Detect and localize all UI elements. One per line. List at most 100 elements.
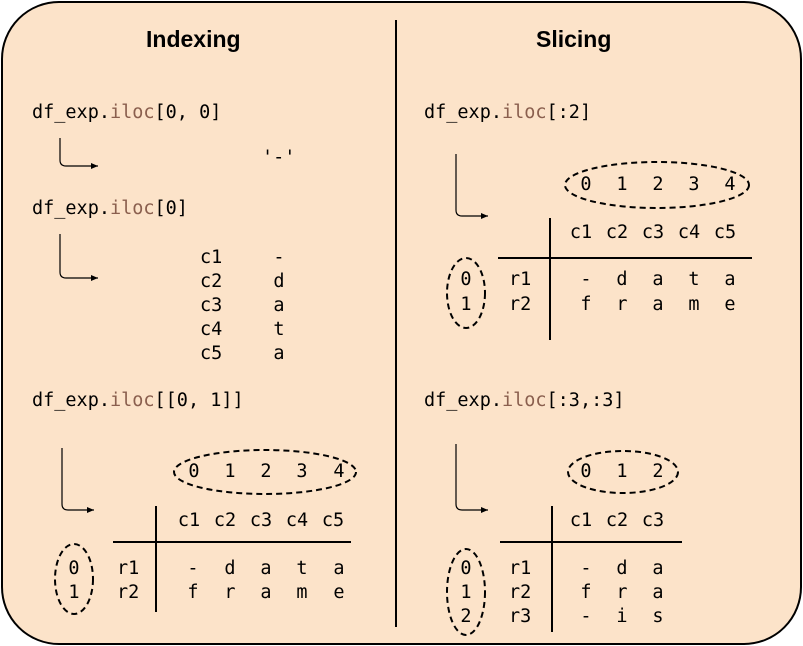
- indexing-code-3: df_exp.iloc[[0, 1]]: [32, 389, 244, 413]
- column-header: c5: [713, 222, 737, 243]
- slicing-heading: Slicing: [536, 26, 612, 52]
- series-value: t: [273, 319, 285, 340]
- column-position-ellipse: [567, 450, 679, 494]
- column-position: 0: [580, 461, 592, 482]
- column-position: 0: [188, 461, 200, 482]
- table-cell: d: [224, 558, 236, 579]
- result-arrow: [455, 154, 488, 219]
- result-arrow: [59, 234, 98, 281]
- result-arrow: [59, 138, 98, 169]
- series-index-label: c5: [200, 343, 223, 364]
- code-method: iloc: [109, 390, 155, 411]
- column-position: 1: [616, 174, 628, 195]
- table-cell: a: [260, 558, 272, 579]
- code-args: [0, 0]: [154, 102, 222, 123]
- indexing-scalar-result: '-': [262, 147, 296, 168]
- result-arrow: [455, 444, 488, 513]
- series-value: d: [273, 271, 285, 292]
- result-arrow: [61, 448, 94, 513]
- column-position-ellipse: [173, 449, 357, 495]
- row-position-ellipse: [446, 548, 486, 636]
- code-object: df_exp.: [32, 198, 110, 219]
- row-position: 0: [68, 558, 80, 579]
- row-position: 1: [460, 294, 472, 315]
- code-object: df_exp.: [424, 102, 502, 123]
- series-index-label: c4: [200, 319, 223, 340]
- code-method: iloc: [109, 102, 155, 123]
- column-position: 3: [688, 174, 700, 195]
- table-cell: f: [187, 582, 199, 603]
- column-header: c4: [677, 222, 701, 243]
- table-cell: r: [616, 582, 628, 603]
- indexing-code-1: df_exp.iloc[0, 0]: [32, 101, 221, 125]
- row-label: r1: [509, 558, 532, 579]
- row-position: 0: [460, 558, 472, 579]
- table-cell: -: [580, 269, 592, 290]
- column-position-ellipse: [564, 161, 750, 209]
- column-position: 1: [224, 461, 236, 482]
- table-cell: r: [224, 582, 236, 603]
- column-position: 2: [260, 461, 272, 482]
- row-position-ellipse: [446, 257, 486, 329]
- row-position: 0: [460, 269, 472, 290]
- series-value: -: [273, 247, 285, 268]
- column-header: c4: [285, 510, 309, 531]
- table-cell: d: [616, 269, 628, 290]
- row-label: r2: [117, 582, 140, 603]
- code-args: [[0, 1]]: [154, 390, 244, 411]
- row-label: r1: [117, 558, 140, 579]
- column-header: c5: [321, 510, 345, 531]
- series-index-label: c3: [200, 295, 223, 316]
- column-position: 4: [724, 174, 736, 195]
- table-cell: a: [652, 558, 664, 579]
- code-object: df_exp.: [424, 390, 502, 411]
- table-cell: -: [580, 606, 592, 627]
- series-value: a: [273, 343, 285, 364]
- row-position: 1: [68, 582, 80, 603]
- table-cell: f: [580, 582, 592, 603]
- row-label: r3: [509, 606, 532, 627]
- table-cell: -: [580, 558, 592, 579]
- row-position: 2: [460, 606, 472, 627]
- slicing-code-2: df_exp.iloc[:3,:3]: [424, 389, 625, 413]
- slicing-code-1: df_exp.iloc[:2]: [424, 101, 591, 125]
- table-cell: e: [333, 582, 345, 603]
- table-cell: t: [688, 269, 700, 290]
- column-position: 4: [333, 461, 345, 482]
- table-cell: e: [724, 294, 736, 315]
- table-cell: r: [616, 294, 628, 315]
- table-cell: a: [724, 269, 736, 290]
- table-cell: a: [652, 269, 664, 290]
- column-header: c3: [641, 510, 665, 531]
- column-header: c1: [569, 510, 593, 531]
- column-header: c2: [213, 510, 237, 531]
- series-index-label: c1: [200, 247, 223, 268]
- table-cell: f: [580, 294, 592, 315]
- code-method: iloc: [109, 198, 155, 219]
- column-header: c3: [249, 510, 273, 531]
- code-object: df_exp.: [32, 102, 110, 123]
- table-cell: s: [652, 606, 664, 627]
- code-args: [:2]: [546, 102, 592, 123]
- column-position: 1: [616, 461, 628, 482]
- series-value: a: [273, 295, 285, 316]
- table-cell: m: [688, 294, 700, 315]
- column-position: 0: [580, 174, 592, 195]
- indexing-code-2: df_exp.iloc[0]: [32, 197, 188, 221]
- table-cell: a: [652, 294, 664, 315]
- row-position-ellipse: [54, 543, 94, 615]
- table-cell: a: [652, 582, 664, 603]
- code-method: iloc: [501, 390, 547, 411]
- table-cell: d: [616, 558, 628, 579]
- column-header: c1: [177, 510, 201, 531]
- column-divider: [395, 20, 397, 627]
- code-args: [:3,:3]: [546, 390, 625, 411]
- table-cell: i: [616, 606, 628, 627]
- table-cell: a: [333, 558, 345, 579]
- row-position: 1: [460, 582, 472, 603]
- row-label: r2: [509, 294, 532, 315]
- column-header: c3: [641, 222, 665, 243]
